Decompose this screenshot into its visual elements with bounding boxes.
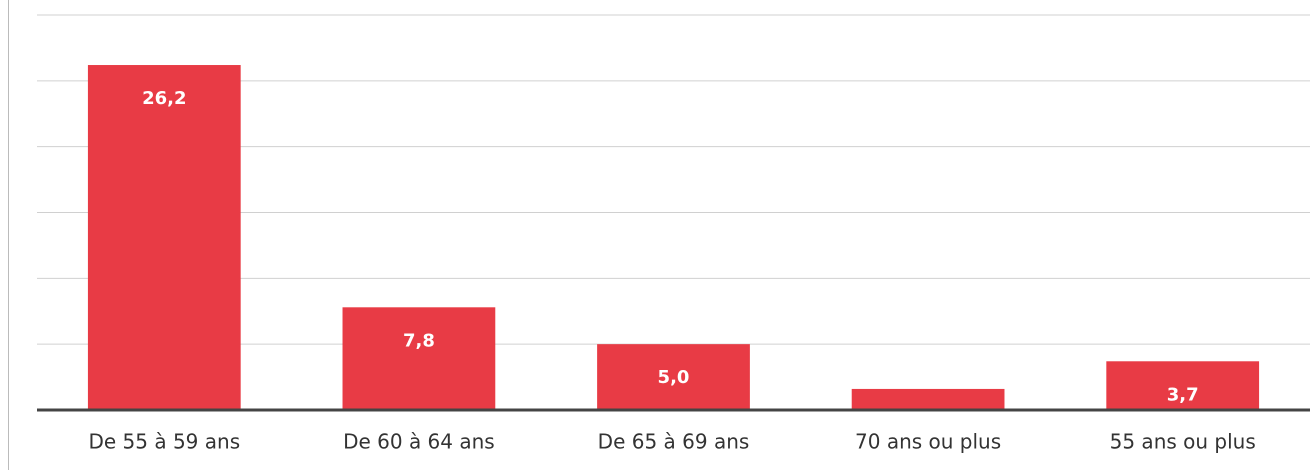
x-tick-label: De 65 à 69 ans (598, 430, 750, 454)
x-tick-label: 55 ans ou plus (1110, 430, 1256, 454)
x-tick-label: De 55 à 59 ans (88, 430, 240, 454)
bar (87, 65, 241, 411)
value-label: 1,6 (912, 412, 944, 433)
x-tick-label: 70 ans ou plus (855, 430, 1001, 454)
bar (851, 388, 1005, 410)
value-label: 26,2 (142, 88, 186, 109)
bar (597, 344, 750, 410)
bar (1106, 361, 1260, 410)
x-tick-label: De 60 à 64 ans (343, 430, 495, 454)
bar (342, 307, 496, 410)
value-label: 5,0 (658, 367, 690, 388)
value-label: 7,8 (403, 330, 435, 351)
value-label: 3,7 (1167, 384, 1199, 405)
